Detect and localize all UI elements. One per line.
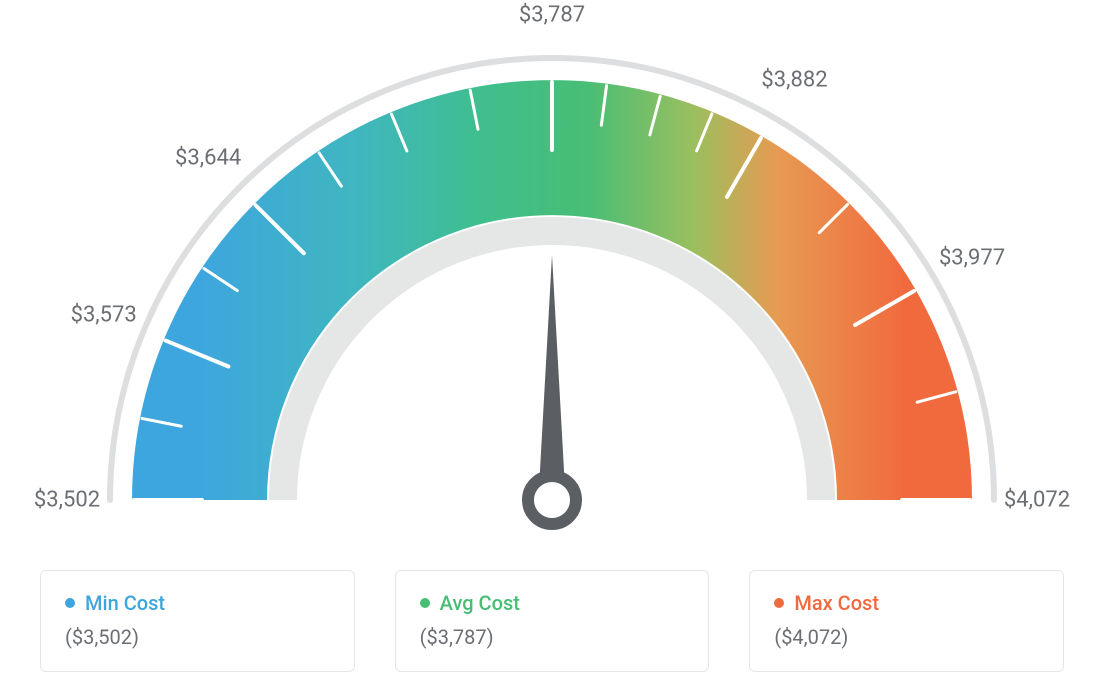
max-cost-dot	[774, 598, 784, 608]
min-cost-value: ($3,502)	[65, 625, 330, 649]
max-cost-value: ($4,072)	[774, 625, 1039, 649]
gauge-chart: $3,502 $3,573 $3,644 $3,787 $3,882 $3,977 $4,0…	[0, 0, 1104, 560]
max-cost-title-row: Max Cost	[774, 591, 1039, 615]
avg-cost-card: Avg Cost ($3,787)	[395, 570, 710, 672]
max-cost-card: Max Cost ($4,072)	[749, 570, 1064, 672]
gauge-tick-label: $3,573	[71, 303, 137, 328]
gauge-svg	[0, 0, 1104, 560]
summary-cards: Min Cost ($3,502) Avg Cost ($3,787) Max …	[0, 570, 1104, 672]
min-cost-dot	[65, 598, 75, 608]
avg-cost-dot	[420, 598, 430, 608]
avg-cost-title-row: Avg Cost	[420, 591, 685, 615]
min-cost-title-row: Min Cost	[65, 591, 330, 615]
gauge-tick-label: $4,072	[1004, 488, 1070, 513]
gauge-tick-label: $3,787	[519, 3, 585, 28]
min-cost-card: Min Cost ($3,502)	[40, 570, 355, 672]
avg-cost-title: Avg Cost	[440, 591, 520, 615]
avg-cost-value: ($3,787)	[420, 625, 685, 649]
min-cost-title: Min Cost	[85, 591, 165, 615]
gauge-tick-label: $3,977	[939, 245, 1005, 270]
gauge-tick-label: $3,644	[175, 145, 241, 170]
max-cost-title: Max Cost	[794, 591, 879, 615]
gauge-tick-label: $3,882	[761, 67, 827, 92]
gauge-tick-label: $3,502	[34, 488, 100, 513]
